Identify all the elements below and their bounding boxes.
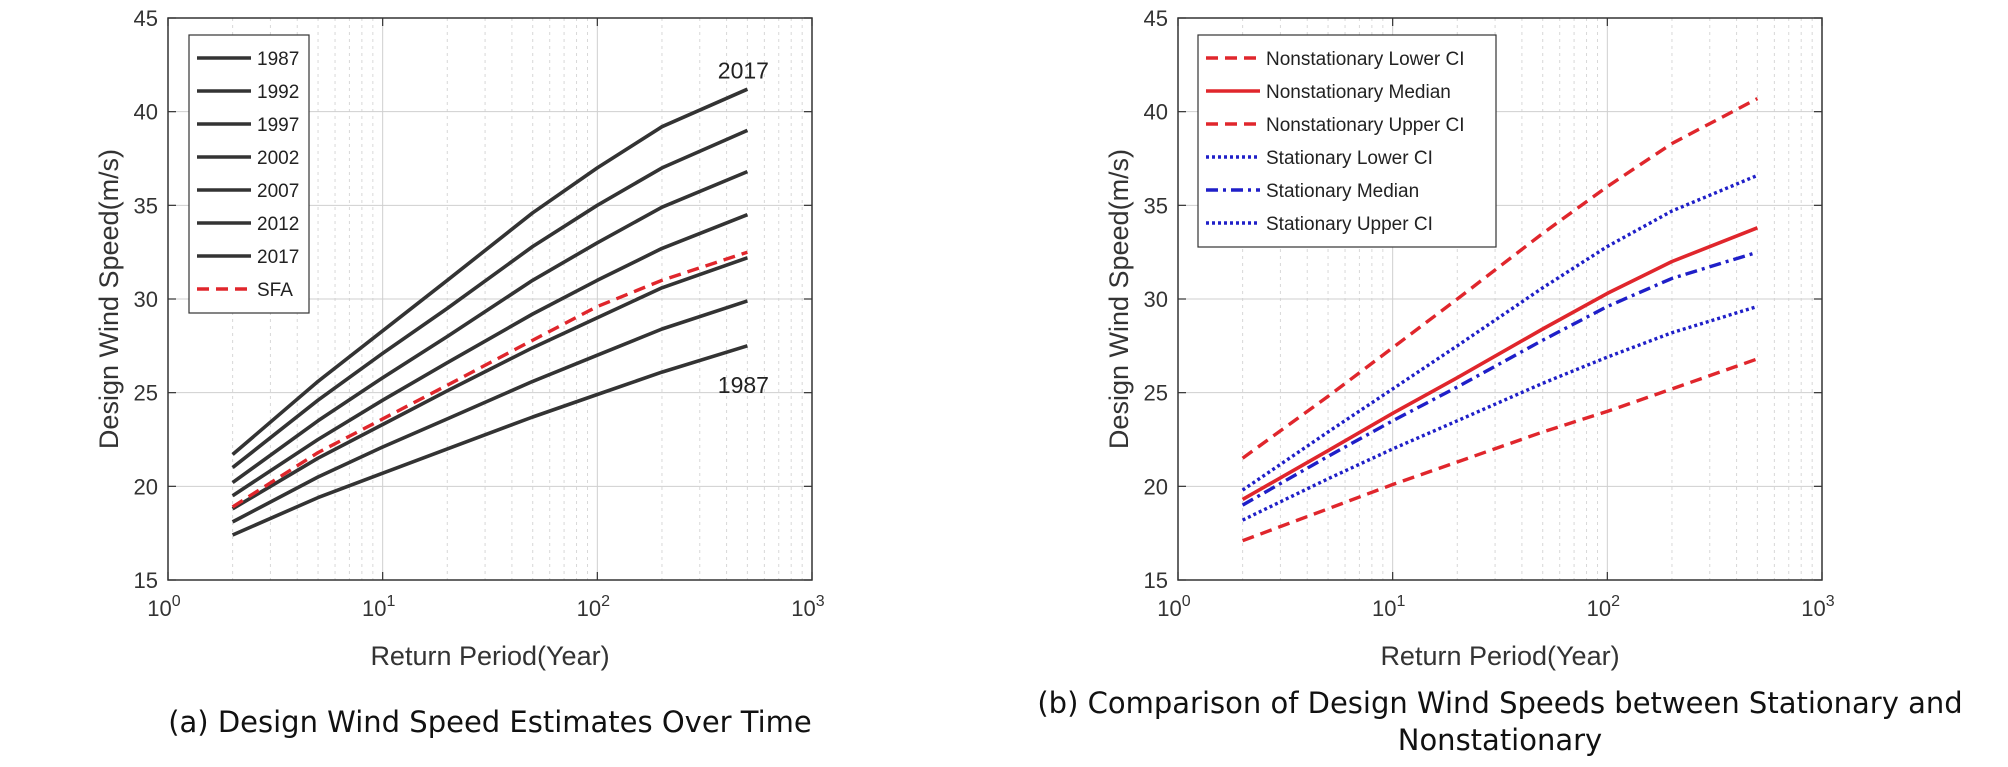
legend-entry-label: 1992 (257, 82, 299, 103)
x-axis-label: Return Period(Year) (1380, 641, 1619, 671)
series-line-2002 (231, 213, 749, 498)
x-tick-label: 101 (1372, 593, 1405, 621)
series-line-nonstationary-median (1241, 226, 1759, 501)
series-line-nonstationary-upper-ci (1241, 97, 1759, 460)
legend-entry-label: Stationary Lower CI (1266, 148, 1433, 169)
y-tick-label: 20 (1144, 474, 1168, 499)
series-line-stationary-lower-ci (1241, 304, 1758, 522)
x-axis-label: Return Period(Year) (370, 641, 609, 671)
legend-entry-label: Nonstationary Upper CI (1266, 115, 1465, 136)
legend-entry-label: 2007 (257, 181, 299, 202)
legend-box (188, 34, 310, 314)
figure-caption-line: (b) Comparison of Design Wind Speeds bet… (1037, 686, 1962, 720)
annotation-2017: 2017 (718, 57, 769, 83)
series-line-2012 (231, 128, 749, 470)
y-tick-label: 35 (134, 193, 158, 218)
y-tick-label: 25 (1144, 381, 1168, 406)
legend: Nonstationary Lower CI Nonstationary Medi… (1197, 34, 1497, 248)
series-line-1997 (231, 256, 748, 511)
legend-entry-label: 2002 (257, 148, 299, 169)
x-tick-label: 102 (1587, 593, 1620, 621)
legend-entry-label: Nonstationary Lower CI (1266, 49, 1465, 70)
y-tick-label: 15 (1144, 568, 1168, 593)
legend-entry-label: 2012 (257, 214, 299, 235)
legend-entry-label: SFA (257, 280, 293, 301)
legend: 1987 1992 1997 2002 2007 2012 2017 SFA (188, 34, 310, 314)
y-tick-label: 40 (1144, 100, 1168, 125)
legend-entry-label: Stationary Median (1266, 181, 1419, 202)
y-axis-label: Design Wind Speed(m/s) (94, 149, 124, 449)
legend-entry-label: 1987 (257, 49, 299, 70)
y-axis-label: Design Wind Speed(m/s) (1104, 149, 1134, 449)
y-tick-label: 45 (1144, 6, 1168, 31)
series-line-sfa (231, 250, 748, 509)
y-tick-label: 25 (134, 381, 158, 406)
x-tick-label: 103 (1801, 593, 1834, 621)
series-line-1992 (231, 299, 748, 524)
y-tick-label: 20 (134, 474, 158, 499)
legend-entry-label: Stationary Upper CI (1266, 214, 1433, 235)
legend-entry-label: 1997 (257, 115, 299, 136)
series-line-2007 (231, 169, 749, 485)
chart-stationary-vs-nonstationary: 15 20 25 30 35 40 45 100 101 102 103 Return Period(… (1037, 6, 1962, 757)
x-tick-label: 100 (1157, 593, 1190, 621)
series-line-1987 (231, 344, 748, 537)
y-tick-label: 30 (1144, 287, 1168, 312)
series-line-stationary-median (1241, 250, 1758, 507)
chart-design-wind-speed-over-time: 15 20 25 30 35 40 45 100 101 102 103 Return Period(… (94, 6, 825, 739)
y-tick-label: 15 (134, 568, 158, 593)
x-tick-label: 100 (147, 593, 180, 621)
x-tick-label: 103 (791, 593, 824, 621)
legend-entry-label: 2017 (257, 247, 299, 268)
series-line-2017 (231, 87, 749, 456)
x-tick-label: 101 (362, 593, 395, 621)
annotation-1987: 1987 (718, 372, 769, 398)
x-tick-label: 102 (577, 593, 610, 621)
legend-box (1197, 34, 1497, 248)
y-tick-label: 45 (134, 6, 158, 31)
figure-caption: (a) Design Wind Speed Estimates Over Tim… (168, 705, 812, 739)
series-line-nonstationary-lower-ci (1242, 357, 1758, 543)
y-tick-label: 35 (1144, 193, 1168, 218)
y-tick-label: 30 (134, 287, 158, 312)
y-tick-label: 40 (134, 100, 158, 125)
legend-entry-label: Nonstationary Median (1266, 82, 1451, 103)
series-line-stationary-upper-ci (1241, 173, 1759, 492)
figure-caption-line: Nonstationary (1398, 723, 1602, 757)
